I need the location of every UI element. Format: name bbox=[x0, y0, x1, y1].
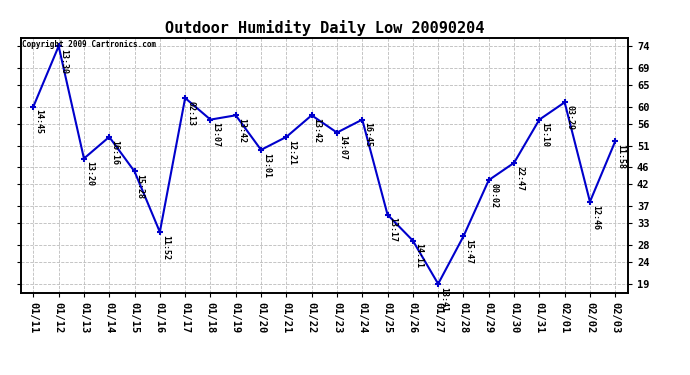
Text: 13:07: 13:07 bbox=[212, 122, 221, 147]
Text: 16:16: 16:16 bbox=[110, 140, 119, 165]
Text: 14:45: 14:45 bbox=[34, 110, 43, 134]
Text: 14:07: 14:07 bbox=[338, 135, 347, 160]
Text: 15:28: 15:28 bbox=[136, 174, 145, 199]
Text: 13:17: 13:17 bbox=[388, 217, 397, 243]
Text: 00:02: 00:02 bbox=[490, 183, 499, 208]
Text: 14:11: 14:11 bbox=[414, 243, 423, 268]
Text: 03:29: 03:29 bbox=[566, 105, 575, 130]
Title: Outdoor Humidity Daily Low 20090204: Outdoor Humidity Daily Low 20090204 bbox=[165, 20, 484, 36]
Text: 22:47: 22:47 bbox=[515, 166, 524, 190]
Text: 02:13: 02:13 bbox=[186, 101, 195, 126]
Text: 11:52: 11:52 bbox=[161, 235, 170, 260]
Text: 13:42: 13:42 bbox=[313, 118, 322, 143]
Text: 13:41: 13:41 bbox=[440, 286, 449, 312]
Text: 12:46: 12:46 bbox=[591, 204, 600, 230]
Text: 12:21: 12:21 bbox=[288, 140, 297, 165]
Text: 11:58: 11:58 bbox=[616, 144, 625, 169]
Text: 13:42: 13:42 bbox=[237, 118, 246, 143]
Text: 16:45: 16:45 bbox=[364, 122, 373, 147]
Text: 13:01: 13:01 bbox=[262, 153, 271, 178]
Text: 15:47: 15:47 bbox=[464, 239, 473, 264]
Text: 13:20: 13:20 bbox=[85, 161, 94, 186]
Text: 15:10: 15:10 bbox=[540, 122, 549, 147]
Text: Copyright 2009 Cartronics.com: Copyright 2009 Cartronics.com bbox=[22, 40, 156, 49]
Text: 13:30: 13:30 bbox=[60, 49, 69, 74]
